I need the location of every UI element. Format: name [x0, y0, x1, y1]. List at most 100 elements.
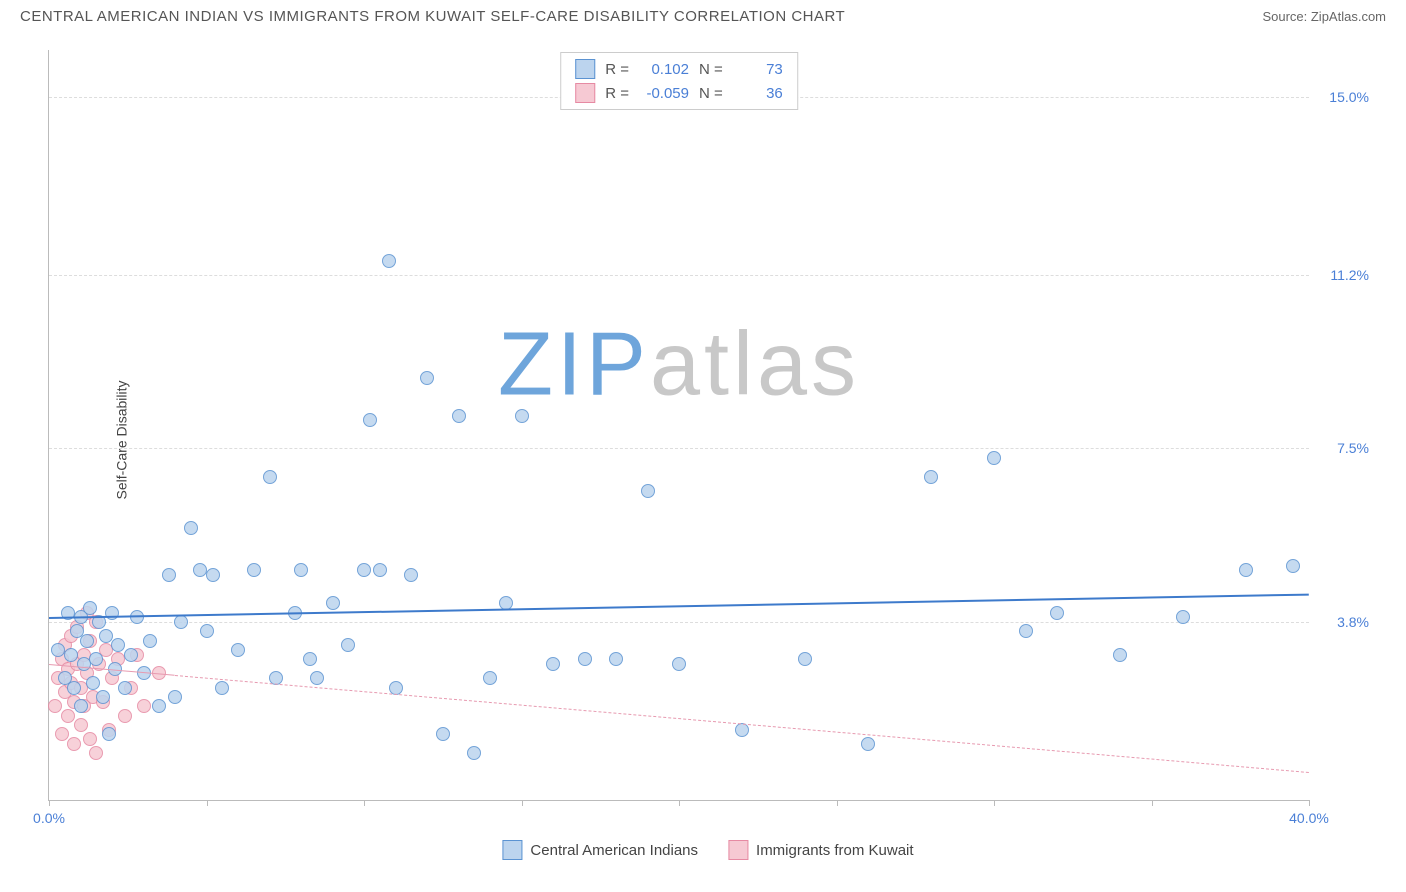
- scatter-point: [420, 371, 434, 385]
- x-tick: [679, 800, 680, 806]
- scatter-point: [86, 676, 100, 690]
- scatter-point: [96, 690, 110, 704]
- stat-n-label: N =: [699, 61, 723, 78]
- scatter-point: [389, 681, 403, 695]
- scatter-point: [74, 699, 88, 713]
- scatter-point: [303, 652, 317, 666]
- scatter-point: [174, 615, 188, 629]
- y-tick-label: 7.5%: [1337, 440, 1369, 456]
- scatter-point: [83, 732, 97, 746]
- stat-n-value: 73: [733, 61, 783, 78]
- scatter-point: [137, 699, 151, 713]
- legend-swatch: [575, 83, 595, 103]
- scatter-point: [452, 409, 466, 423]
- scatter-point: [61, 709, 75, 723]
- scatter-point: [168, 690, 182, 704]
- y-tick-label: 11.2%: [1330, 267, 1369, 283]
- scatter-point: [48, 699, 62, 713]
- source-label: Source: ZipAtlas.com: [1262, 9, 1386, 24]
- scatter-point: [341, 638, 355, 652]
- scatter-point: [74, 718, 88, 732]
- y-tick-label: 3.8%: [1337, 614, 1369, 630]
- scatter-point: [143, 634, 157, 648]
- scatter-point: [1176, 610, 1190, 624]
- scatter-point: [1113, 648, 1127, 662]
- gridline-h: [49, 622, 1309, 623]
- scatter-point: [861, 737, 875, 751]
- scatter-point: [798, 652, 812, 666]
- x-tick: [49, 800, 50, 806]
- stat-legend-box: R = 0.102 N = 73 R = -0.059 N = 36: [560, 52, 798, 110]
- stat-n-label: N =: [699, 85, 723, 102]
- scatter-point: [483, 671, 497, 685]
- scatter-point: [924, 470, 938, 484]
- series-legend: Central American Indians Immigrants from …: [502, 840, 913, 860]
- scatter-point: [467, 746, 481, 760]
- stat-row: R = -0.059 N = 36: [575, 83, 783, 103]
- scatter-point: [515, 409, 529, 423]
- scatter-point: [357, 563, 371, 577]
- stat-r-value: 0.102: [639, 61, 689, 78]
- scatter-point: [578, 652, 592, 666]
- chart-title: CENTRAL AMERICAN INDIAN VS IMMIGRANTS FR…: [20, 8, 845, 25]
- scatter-point: [382, 254, 396, 268]
- scatter-point: [80, 634, 94, 648]
- y-tick-label: 15.0%: [1329, 89, 1369, 105]
- x-tick-label: 40.0%: [1289, 810, 1329, 826]
- legend-item: Central American Indians: [502, 840, 698, 860]
- plot-region: ZIPatlas R =0.102N =73R =-0.059N =36 3.8…: [48, 50, 1309, 801]
- scatter-point: [111, 638, 125, 652]
- scatter-point: [83, 601, 97, 615]
- scatter-point: [641, 484, 655, 498]
- x-tick-label: 0.0%: [33, 810, 65, 826]
- scatter-point: [67, 737, 81, 751]
- scatter-point: [326, 596, 340, 610]
- stat-row: R = 0.102 N = 73: [575, 59, 783, 79]
- scatter-point: [124, 648, 138, 662]
- scatter-point: [363, 413, 377, 427]
- scatter-point: [1239, 563, 1253, 577]
- scatter-point: [64, 648, 78, 662]
- scatter-point: [1019, 624, 1033, 638]
- scatter-point: [310, 671, 324, 685]
- legend-swatch: [502, 840, 522, 860]
- scatter-point: [294, 563, 308, 577]
- x-tick: [994, 800, 995, 806]
- x-tick: [837, 800, 838, 806]
- scatter-point: [373, 563, 387, 577]
- stat-r-value: -0.059: [639, 85, 689, 102]
- scatter-point: [102, 727, 116, 741]
- scatter-point: [247, 563, 261, 577]
- scatter-point: [987, 451, 1001, 465]
- scatter-point: [1050, 606, 1064, 620]
- legend-item: Immigrants from Kuwait: [728, 840, 914, 860]
- trend-line: [175, 675, 1309, 773]
- scatter-point: [404, 568, 418, 582]
- x-tick: [1309, 800, 1310, 806]
- scatter-point: [546, 657, 560, 671]
- scatter-point: [263, 470, 277, 484]
- scatter-point: [672, 657, 686, 671]
- stat-r-label: R =: [605, 61, 629, 78]
- x-tick: [207, 800, 208, 806]
- scatter-point: [118, 709, 132, 723]
- scatter-point: [206, 568, 220, 582]
- watermark: ZIPatlas: [498, 314, 860, 417]
- scatter-point: [231, 643, 245, 657]
- scatter-point: [184, 521, 198, 535]
- scatter-point: [609, 652, 623, 666]
- legend-label: Central American Indians: [530, 842, 698, 859]
- x-tick: [1152, 800, 1153, 806]
- x-tick: [364, 800, 365, 806]
- x-tick: [522, 800, 523, 806]
- legend-swatch: [728, 840, 748, 860]
- scatter-point: [215, 681, 229, 695]
- trend-line: [49, 594, 1309, 619]
- legend-label: Immigrants from Kuwait: [756, 842, 914, 859]
- scatter-point: [200, 624, 214, 638]
- stat-n-value: 36: [733, 85, 783, 102]
- scatter-point: [152, 699, 166, 713]
- scatter-point: [99, 629, 113, 643]
- gridline-h: [49, 275, 1309, 276]
- stat-r-label: R =: [605, 85, 629, 102]
